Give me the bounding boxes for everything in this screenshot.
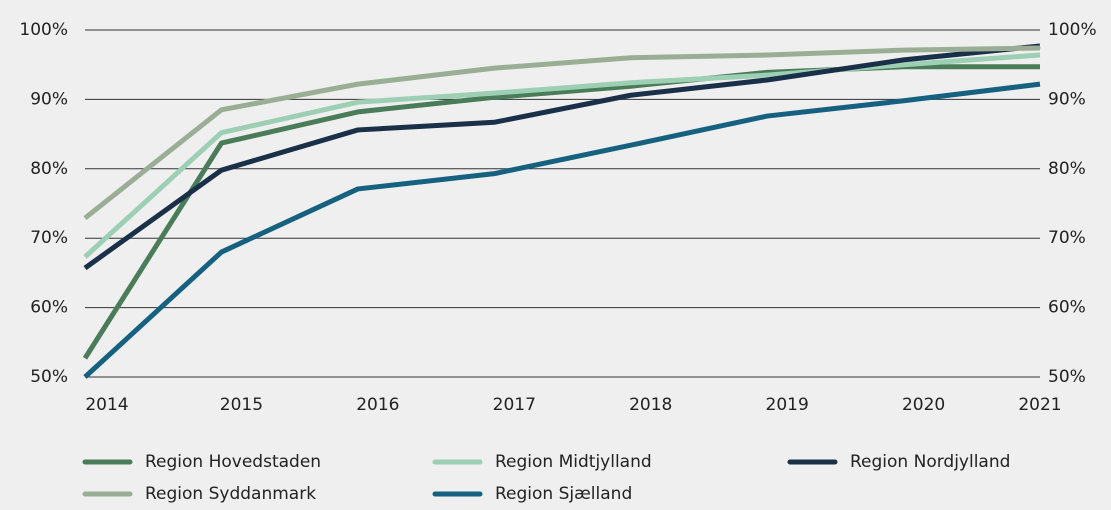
series-line — [83, 43, 1041, 271]
legend-label: Region Syddanmark — [145, 484, 316, 504]
x-tick-label: 2016 — [356, 395, 399, 415]
y-tick-label: 80% — [30, 159, 68, 179]
x-tick-label: 2017 — [493, 395, 536, 415]
y2-tick-label: 60% — [1048, 298, 1086, 318]
y2-tick-label: 50% — [1048, 367, 1086, 387]
y-tick-label: 50% — [30, 367, 68, 387]
y-tick-label: 60% — [30, 298, 68, 318]
y2-tick-label: 80% — [1048, 159, 1086, 179]
y-tick-label: 90% — [30, 89, 68, 109]
legend-label: Region Hovedstaden — [145, 452, 321, 472]
y2-tick-label: 100% — [1048, 20, 1097, 40]
y2-tick-label: 70% — [1048, 228, 1086, 248]
x-tick-label: 2018 — [629, 395, 672, 415]
y2-tick-label: 90% — [1048, 89, 1086, 109]
x-tick-label: 2015 — [220, 395, 263, 415]
legend-label: Region Nordjylland — [850, 452, 1010, 472]
x-tick-label: 2021 — [1018, 395, 1061, 415]
series-line — [83, 52, 1041, 259]
legend-label: Region Sjælland — [495, 484, 632, 504]
y-tick-label: 100% — [19, 20, 68, 40]
series-line — [83, 45, 1041, 221]
x-tick-label: 2020 — [902, 395, 945, 415]
x-tick-label: 2019 — [766, 395, 809, 415]
x-tick-label: 2014 — [85, 395, 128, 415]
series-line — [83, 81, 1041, 379]
legend-label: Region Midtjylland — [495, 452, 652, 472]
y-tick-label: 70% — [30, 228, 68, 248]
